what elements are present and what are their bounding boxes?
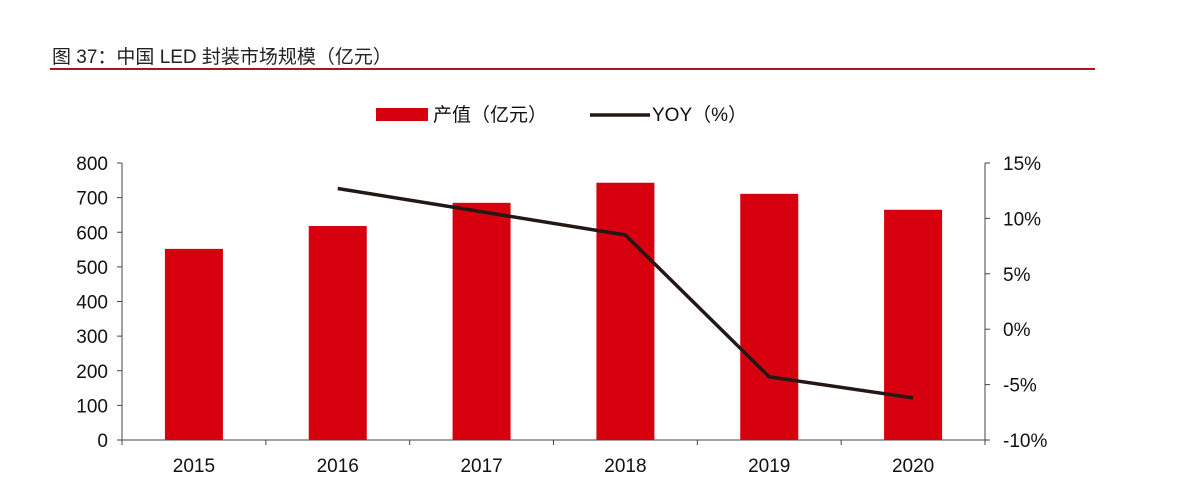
- bar-2017: [452, 202, 511, 440]
- right-tick-label: 5%: [1003, 265, 1031, 286]
- left-tick-label: 800: [76, 154, 108, 175]
- left-tick-label: 100: [76, 396, 108, 417]
- right-tick-label: -10%: [1003, 431, 1047, 452]
- bar-2019: [740, 193, 799, 440]
- x-tick-label: 2016: [317, 456, 359, 477]
- bar-2016: [308, 226, 367, 440]
- x-tick-label: 2018: [604, 456, 646, 477]
- title-rule: [50, 68, 1095, 70]
- bar-2018: [596, 182, 655, 440]
- left-tick-label: 300: [76, 327, 108, 348]
- right-tick-label: 15%: [1003, 154, 1041, 175]
- left-tick-label: 600: [76, 223, 108, 244]
- figure-title: 图 37：中国 LED 封装市场规模（亿元）: [52, 47, 392, 68]
- left-tick-label: 400: [76, 293, 108, 314]
- left-tick-label: 0: [97, 431, 108, 452]
- bar-2020: [884, 209, 943, 440]
- legend-bar-label: 产值（亿元）: [433, 104, 547, 126]
- x-tick-label: 2015: [173, 456, 215, 477]
- left-tick-label: 200: [76, 362, 108, 383]
- left-tick-label: 500: [76, 258, 108, 279]
- right-tick-label: 10%: [1003, 209, 1041, 230]
- right-tick-label: -5%: [1003, 376, 1037, 397]
- right-tick-label: 0%: [1003, 320, 1031, 341]
- x-tick-label: 2019: [748, 456, 790, 477]
- left-tick-label: 700: [76, 189, 108, 210]
- bar-2015: [164, 248, 223, 440]
- legend-line-label: YOY（%）: [652, 104, 747, 126]
- x-tick-label: 2017: [460, 456, 502, 477]
- legend-bar-swatch: [376, 108, 428, 121]
- x-tick-label: 2020: [892, 456, 934, 477]
